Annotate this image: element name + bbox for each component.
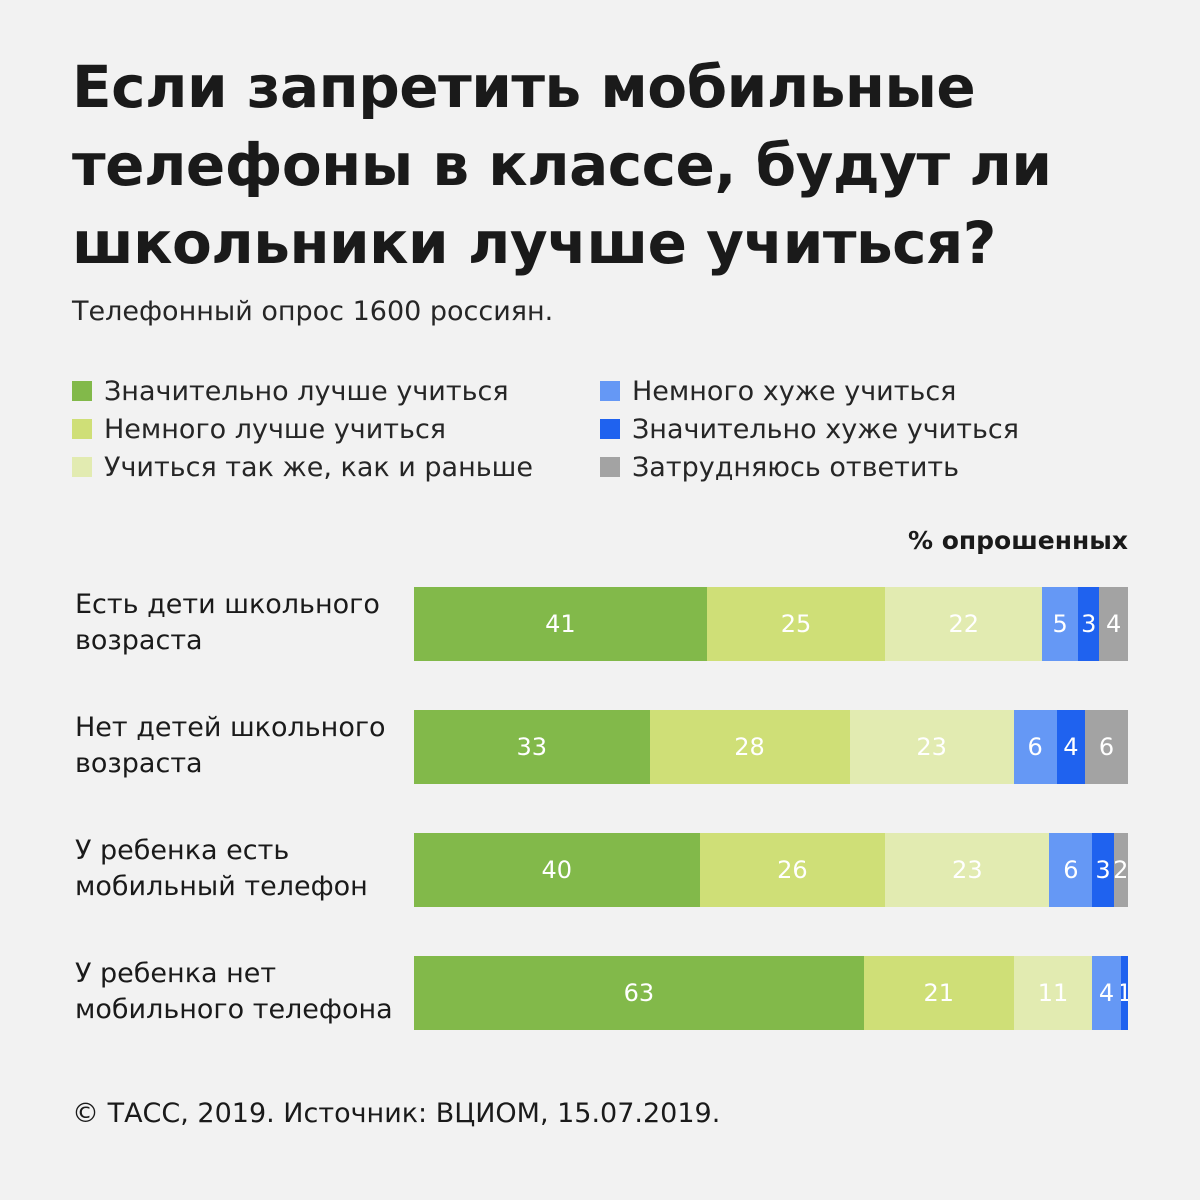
legend-column-1: Значительно лучше учиться Немного лучше …	[72, 372, 533, 486]
legend-swatch	[72, 419, 92, 439]
bar-segment: 11	[1013, 956, 1093, 1030]
bar-segment: 4	[1099, 587, 1128, 661]
bar-segment-value: 41	[545, 610, 576, 638]
legend-label: Значительно лучше учиться	[104, 375, 509, 407]
stacked-bar: 33 28 23 6 4 6	[414, 710, 1128, 784]
bar-segment-value: 4	[1063, 733, 1079, 761]
bar-segment: 6	[1049, 833, 1093, 907]
legend-label: Затрудняюсь ответить	[632, 451, 960, 483]
bar-segment-value: 3	[1081, 610, 1097, 638]
bar-segment-value: 6	[1027, 733, 1043, 761]
stacked-bar: 40 26 23 6 3 2	[414, 833, 1128, 907]
stacked-bar: 41 25 22 5 3 4	[414, 587, 1128, 661]
unit-label: % опрошенных	[907, 526, 1128, 555]
bar-segment-value: 21	[923, 979, 955, 1007]
legend-item: Затрудняюсь ответить	[600, 448, 1019, 486]
bar-segment: 33	[414, 710, 650, 784]
bar-segment: 3	[1092, 833, 1114, 907]
legend-item: Немного хуже учиться	[600, 372, 1019, 410]
stacked-bar: 63 21 11 41	[414, 956, 1128, 1030]
legend-swatch	[72, 457, 92, 477]
bar-segment-value: 28	[734, 733, 765, 761]
bar-segment: 1	[1120, 956, 1128, 1030]
bar-segment-value: 1	[1121, 979, 1128, 1007]
bar-segment-value: 25	[780, 610, 812, 638]
legend-label: Учиться так же, как и раньше	[104, 451, 533, 483]
bar-segment-value: 4	[1106, 610, 1122, 638]
legend-swatch	[72, 381, 92, 401]
chart-title: Если запретить мобильные телефоны в клас…	[72, 53, 1052, 277]
bar-segment-value: 63	[623, 979, 655, 1007]
legend-item: Значительно лучше учиться	[72, 372, 533, 410]
legend-item: Значительно хуже учиться	[600, 410, 1019, 448]
bar-segment: 5	[1042, 587, 1078, 661]
bar-segment: 21	[863, 956, 1014, 1030]
category-label: Нет детей школьного возраста	[75, 712, 386, 779]
bar-segment-value: 23	[916, 733, 947, 761]
bar-segment-value: 11	[1037, 979, 1069, 1007]
bar-segment: 4	[1092, 956, 1121, 1030]
chart-subtitle: Телефонный опрос 1600 россиян.	[72, 296, 554, 327]
bar-segment-value: 22	[948, 610, 980, 638]
bar-segment-value: 26	[777, 856, 808, 884]
legend-label: Немного лучше учиться	[104, 413, 447, 445]
bar-segment-value: 5	[1052, 610, 1068, 638]
legend-item: Учиться так же, как и раньше	[72, 448, 533, 486]
category-label: У ребенка есть мобильный телефон	[75, 835, 368, 902]
category-label: У ребенка нет мобильного телефона	[75, 958, 393, 1025]
legend-label: Немного хуже учиться	[632, 375, 957, 407]
bar-segment: 28	[649, 710, 850, 784]
bar-segment: 23	[885, 833, 1050, 907]
bar-segment-value: 6	[1098, 733, 1115, 761]
legend-swatch	[600, 381, 620, 401]
bar-segment: 26	[699, 833, 886, 907]
bar-segment-value: 3	[1095, 856, 1111, 884]
bar-segment-value: 6	[1063, 856, 1079, 884]
legend-swatch	[600, 419, 620, 439]
bar-segment: 63	[414, 956, 864, 1030]
bar-segment: 25	[706, 587, 886, 661]
source-note: © ТАСС, 2019. Источник: ВЦИОМ, 15.07.201…	[72, 1098, 721, 1129]
bar-segment-value: 23	[952, 856, 983, 884]
bar-segment: 40	[414, 833, 700, 907]
legend-item: Немного лучше учиться	[72, 410, 533, 448]
bar-segment: 6	[1085, 710, 1128, 784]
bar-segment-value: 2	[1113, 856, 1128, 884]
bar-segment-value: 4	[1098, 979, 1115, 1007]
legend-column-2: Немного хуже учиться Значительно хуже уч…	[600, 372, 1019, 486]
bar-segment: 41	[414, 587, 707, 661]
category-label: Есть дети школьного возраста	[75, 589, 380, 656]
legend-label: Значительно хуже учиться	[632, 413, 1019, 445]
bar-segment: 6	[1013, 710, 1057, 784]
bar-segment: 2	[1113, 833, 1128, 907]
bar-segment: 23	[849, 710, 1014, 784]
legend-swatch	[600, 457, 620, 477]
bar-segment-value: 40	[541, 856, 573, 884]
bar-segment-value: 33	[516, 733, 548, 761]
bar-segment: 3	[1078, 587, 1100, 661]
bar-segment: 4	[1056, 710, 1086, 784]
bar-segment: 22	[885, 587, 1043, 661]
